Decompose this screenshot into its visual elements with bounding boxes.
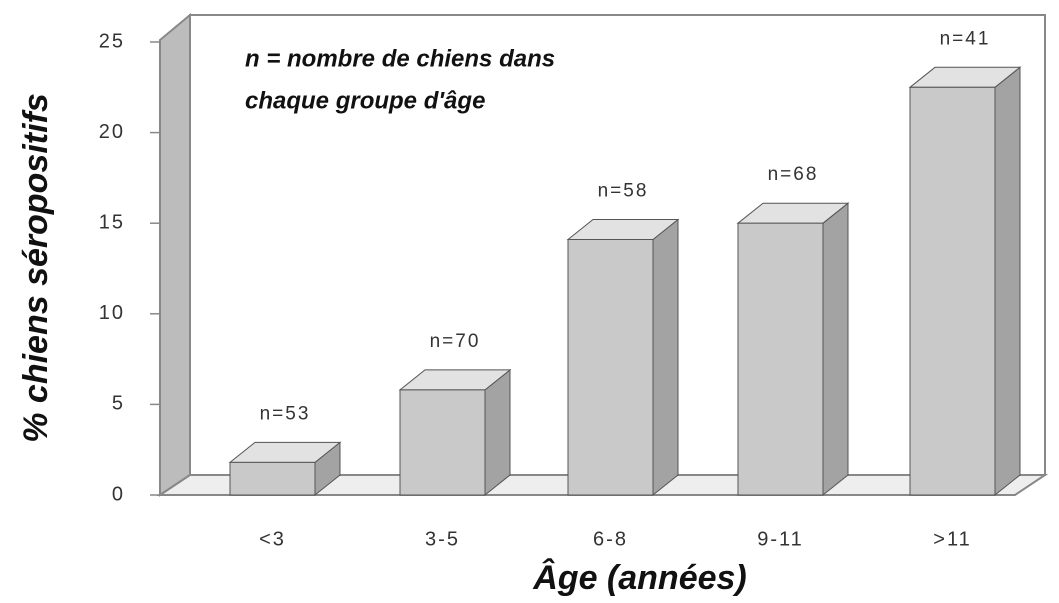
y-tick-label: 20 (99, 121, 125, 143)
y-tick-label: 15 (99, 211, 125, 233)
y-axis-label: % chiens séropositifs (17, 93, 55, 443)
bar-label: n=53 (260, 403, 311, 424)
bar-label: n=70 (430, 331, 481, 352)
side-wall (159, 12, 191, 497)
x-tick-label: 6-8 (593, 528, 628, 550)
bar (567, 239, 654, 496)
bar-side (822, 202, 849, 497)
x-tick-label: >11 (933, 528, 971, 550)
bar-side (652, 218, 679, 497)
note: chaque groupe d'âge (245, 87, 485, 114)
y-tick-label: 10 (99, 302, 125, 324)
bar (229, 461, 316, 496)
y-tick-label: 5 (112, 393, 125, 415)
x-tick-label: 9-11 (757, 528, 804, 550)
bar (399, 389, 486, 496)
x-axis-label: Âge (années) (532, 559, 747, 597)
bar-side (484, 368, 511, 497)
x-tick-label: 3-5 (425, 528, 460, 550)
note: n = nombre de chiens dans (245, 45, 555, 72)
bar-side (994, 66, 1021, 497)
bar (909, 86, 996, 496)
y-tick-label: 0 (112, 483, 125, 505)
bar (737, 222, 824, 496)
x-tick-label: <3 (259, 528, 286, 550)
bar-label: n=58 (598, 181, 649, 202)
bar-label: n=68 (768, 164, 819, 185)
bar-label: n=41 (940, 28, 991, 49)
y-tick-label: 25 (99, 30, 125, 52)
